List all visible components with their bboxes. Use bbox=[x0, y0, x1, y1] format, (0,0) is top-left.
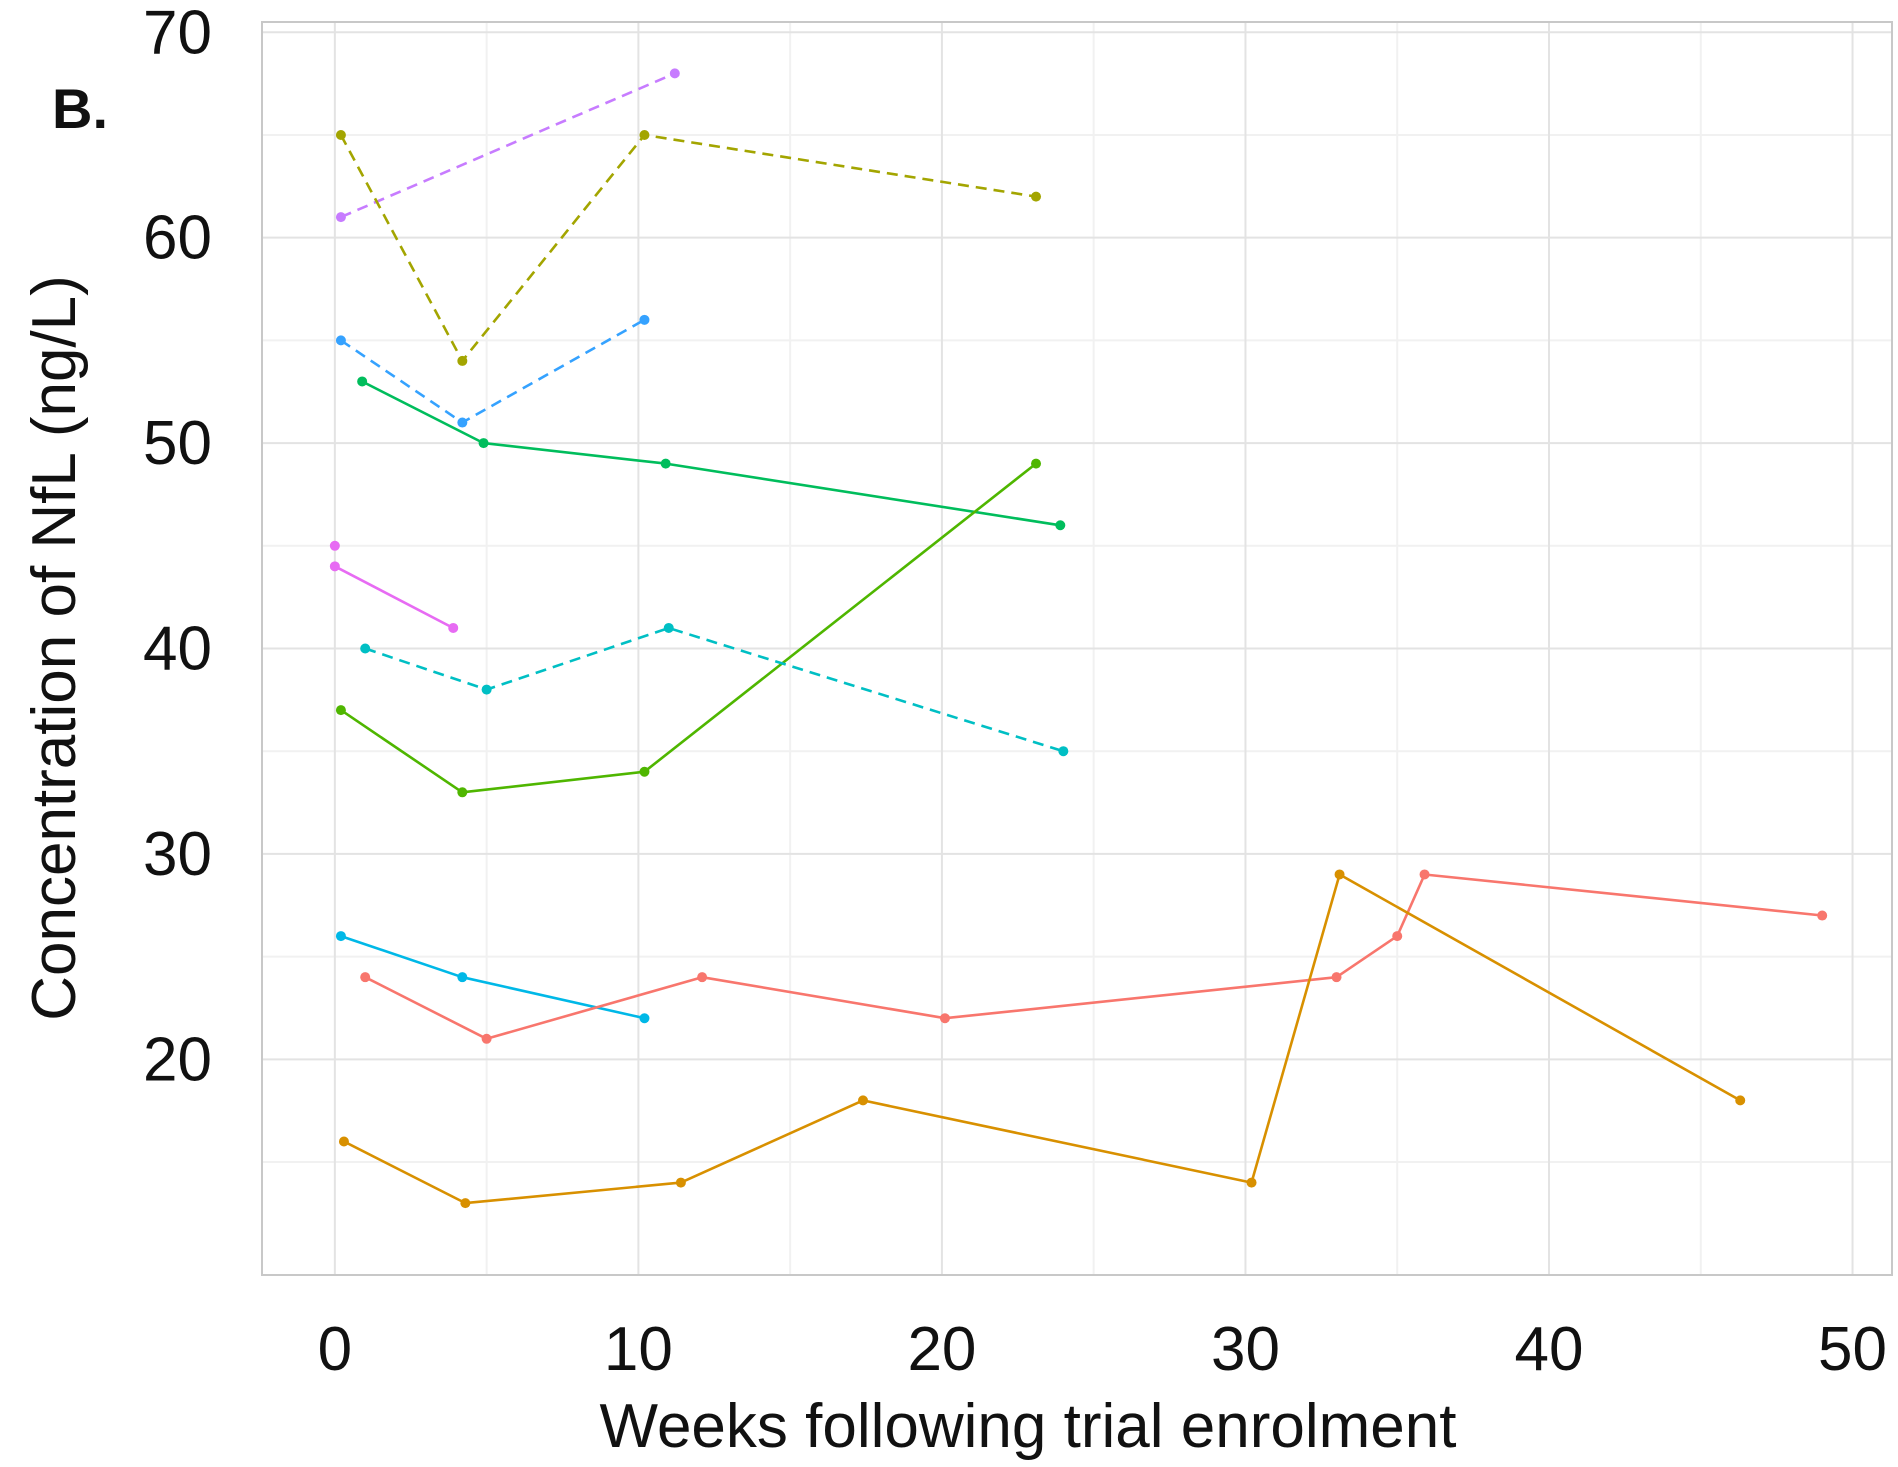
data-point bbox=[1055, 520, 1066, 531]
data-point bbox=[335, 931, 346, 942]
tick-labels: 0 10 20 30 40 50 20 30 40 50 60 70 bbox=[143, 0, 1887, 1384]
data-point bbox=[360, 643, 371, 654]
series-line bbox=[364, 626, 1064, 753]
data-point bbox=[697, 972, 708, 983]
series-line bbox=[340, 462, 1037, 794]
data-point bbox=[481, 1033, 492, 1044]
grid bbox=[262, 22, 1892, 1275]
y-tick-label: 50 bbox=[143, 409, 212, 478]
data-point bbox=[478, 438, 489, 449]
x-tick-label: 20 bbox=[907, 1315, 976, 1384]
data-point bbox=[1392, 931, 1403, 942]
series-7 bbox=[329, 561, 459, 633]
y-tick-label: 30 bbox=[143, 820, 212, 889]
data-point bbox=[1817, 910, 1828, 921]
y-tick-label: 60 bbox=[143, 204, 212, 273]
data-point bbox=[335, 335, 346, 346]
data-point bbox=[460, 1198, 471, 1209]
series-line bbox=[339, 133, 1037, 363]
x-tick-label: 50 bbox=[1818, 1315, 1887, 1384]
y-tick-label: 40 bbox=[143, 615, 212, 684]
x-tick-label: 40 bbox=[1515, 1315, 1584, 1384]
series-6 bbox=[329, 540, 340, 551]
data-point bbox=[338, 1136, 349, 1147]
y-axis-title: Concentration of NfL (ng/L) bbox=[20, 275, 89, 1021]
data-point bbox=[457, 417, 468, 428]
data-point bbox=[1246, 1177, 1257, 1188]
series-10 bbox=[360, 869, 1828, 1044]
series-layer bbox=[329, 68, 1828, 1209]
data-point bbox=[360, 972, 371, 983]
x-axis-title: Weeks following trial enrolment bbox=[600, 1392, 1457, 1461]
data-point bbox=[1419, 869, 1430, 880]
data-point bbox=[639, 1013, 650, 1024]
y-tick-label: 20 bbox=[143, 1025, 212, 1094]
data-point bbox=[669, 68, 680, 79]
series-9 bbox=[335, 931, 650, 1024]
data-point bbox=[335, 705, 346, 716]
series-4 bbox=[357, 376, 1066, 531]
data-point bbox=[448, 622, 459, 633]
series-5 bbox=[335, 458, 1042, 798]
x-tick-label: 0 bbox=[318, 1315, 352, 1384]
series-line bbox=[340, 318, 646, 424]
y-tick-label: 70 bbox=[143, 0, 212, 67]
plot-frame bbox=[261, 21, 1893, 1276]
x-tick-label: 30 bbox=[1211, 1315, 1280, 1384]
data-point bbox=[335, 212, 346, 223]
data-point bbox=[481, 684, 492, 695]
data-point bbox=[939, 1013, 950, 1024]
series-line bbox=[364, 873, 1823, 1041]
series-8 bbox=[360, 622, 1069, 757]
series-2 bbox=[335, 129, 1042, 366]
data-point bbox=[335, 129, 346, 140]
data-point bbox=[457, 972, 468, 983]
x-tick-label: 10 bbox=[604, 1315, 673, 1384]
data-point bbox=[639, 314, 650, 325]
data-point bbox=[675, 1177, 686, 1188]
series-11 bbox=[338, 869, 1746, 1209]
data-point bbox=[357, 376, 368, 387]
data-point bbox=[329, 540, 340, 551]
data-point bbox=[858, 1095, 869, 1106]
data-point bbox=[1334, 869, 1345, 880]
data-point bbox=[1031, 458, 1042, 469]
panel-label: B. bbox=[52, 77, 108, 140]
data-point bbox=[663, 622, 674, 633]
series-3 bbox=[335, 314, 650, 428]
data-point bbox=[660, 458, 671, 469]
data-point bbox=[1031, 191, 1042, 202]
series-line bbox=[340, 72, 676, 219]
data-point bbox=[639, 766, 650, 777]
series-line bbox=[361, 380, 1061, 527]
data-point bbox=[1331, 972, 1342, 983]
data-point bbox=[1058, 746, 1069, 757]
series-1 bbox=[335, 68, 680, 223]
series-line bbox=[334, 565, 454, 630]
series-line bbox=[343, 873, 1741, 1205]
data-point bbox=[639, 129, 650, 140]
data-point bbox=[1735, 1095, 1746, 1106]
data-point bbox=[457, 355, 468, 366]
data-point bbox=[457, 787, 468, 798]
data-point bbox=[329, 561, 340, 572]
